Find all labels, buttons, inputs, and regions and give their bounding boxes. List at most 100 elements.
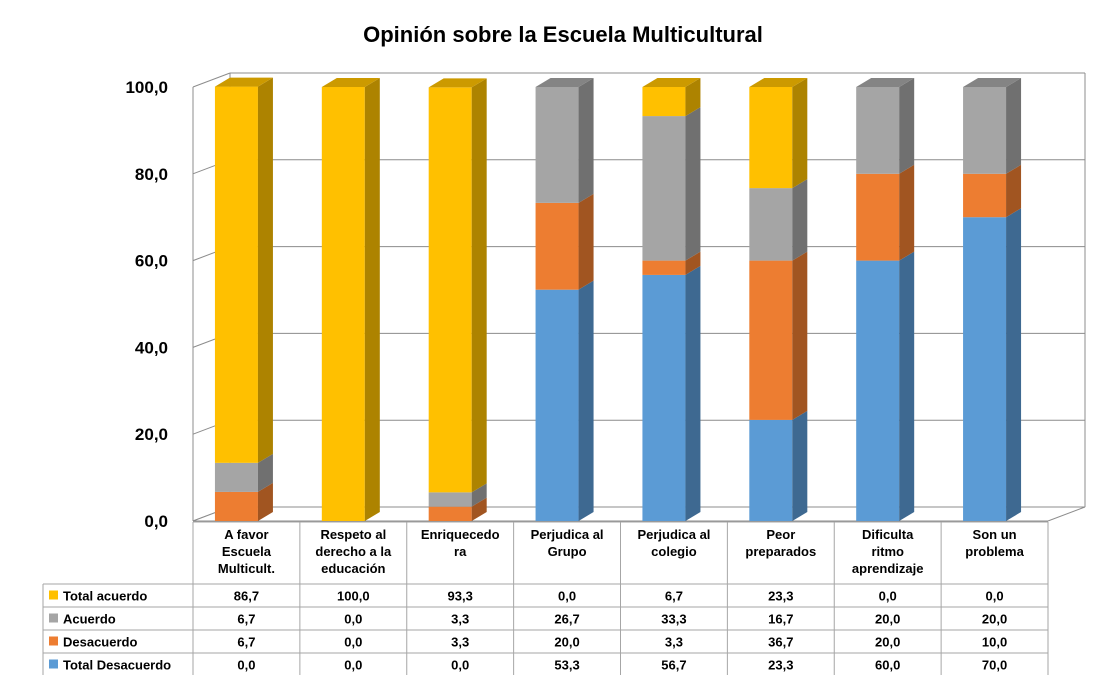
bar-segment-side — [685, 107, 701, 261]
y-tick-label: 60,0 — [135, 252, 168, 271]
bar-top — [535, 78, 594, 87]
table-cell: 56,7 — [661, 658, 686, 673]
y-tick-label: 100,0 — [125, 78, 168, 97]
category-label: Perjudica al — [531, 527, 604, 542]
legend-label: Acuerdo — [63, 612, 116, 627]
bar-segment-side — [364, 78, 380, 521]
bar-segment-side — [685, 78, 701, 117]
bar-top — [321, 78, 380, 87]
bar-segment — [749, 188, 793, 261]
table-cell: 0,0 — [344, 635, 362, 650]
bar-segment — [963, 217, 1007, 521]
bar-segment — [321, 87, 365, 521]
category-label: aprendizaje — [852, 561, 924, 576]
bar-top — [428, 78, 487, 88]
table-cell: 23,3 — [768, 589, 793, 604]
category-label: ra — [454, 544, 467, 559]
bar-segment — [856, 173, 900, 261]
legend-label: Desacuerdo — [63, 635, 137, 650]
bar-segment-side — [1006, 164, 1022, 218]
table-cell: 86,7 — [234, 589, 259, 604]
bar-segment-side — [578, 78, 594, 203]
category-label: Son un — [973, 527, 1017, 542]
category-label: derecho a la — [315, 544, 392, 559]
table-cell: 6,7 — [665, 589, 683, 604]
bar-segment — [642, 116, 686, 261]
table-cell: 3,3 — [665, 635, 683, 650]
table-cell: 10,0 — [982, 635, 1007, 650]
legend-key — [49, 590, 58, 600]
bar-segment-side — [792, 251, 808, 420]
category-label: preparados — [745, 544, 816, 559]
category-label: Perjudica al — [637, 527, 710, 542]
bar-segment-side — [899, 251, 915, 521]
bar-segment-side — [578, 280, 594, 521]
table-cell: 36,7 — [768, 635, 793, 650]
bar-segment-side — [899, 164, 915, 261]
category-label: ritmo — [871, 544, 904, 559]
legend-label: Total Desacuerdo — [63, 658, 171, 673]
bar-segment — [428, 492, 472, 507]
category-label: Multicult. — [218, 561, 275, 576]
bar-segment — [856, 260, 900, 521]
chart-title: Opinión sobre la Escuela Multicultural — [363, 22, 763, 47]
y-tick-label: 20,0 — [135, 425, 168, 444]
category-label: Dificulta — [862, 527, 914, 542]
legend-key — [49, 659, 58, 669]
table-cell: 60,0 — [875, 658, 900, 673]
table-cell: 0,0 — [879, 589, 897, 604]
bar-segment — [214, 491, 258, 521]
table-cell: 0,0 — [451, 658, 469, 673]
category-label: Respeto al — [320, 527, 386, 542]
table-cell: 6,7 — [237, 612, 255, 627]
bar-segment — [428, 87, 472, 493]
table-cell: 20,0 — [875, 635, 900, 650]
y-tick-label: 40,0 — [135, 338, 168, 357]
bar-segment — [642, 87, 686, 117]
bar-segment-side — [899, 78, 915, 174]
table-cell: 6,7 — [237, 635, 255, 650]
table-cell: 70,0 — [982, 658, 1007, 673]
bar-top — [214, 77, 273, 87]
bar-segment-side — [471, 497, 487, 521]
bar-segment-side — [685, 251, 701, 275]
legend-label: Total acuerdo — [63, 589, 147, 604]
legend-key — [49, 636, 58, 646]
table-cell: 93,3 — [448, 589, 473, 604]
category-label: colegio — [651, 544, 697, 559]
category-label: A favor — [224, 527, 268, 542]
gridline-diagonal — [192, 72, 231, 88]
bar-segment — [428, 506, 472, 521]
bar-segment-side — [257, 482, 273, 521]
category-label: Grupo — [548, 544, 587, 559]
table-cell: 0,0 — [237, 658, 255, 673]
table-cell: 16,7 — [768, 612, 793, 627]
bar-segment — [749, 419, 793, 521]
bar-top — [856, 78, 915, 87]
bar-segment-side — [792, 410, 808, 521]
bar-segment — [214, 462, 258, 492]
bar-segment — [214, 86, 258, 463]
table-cell: 20,0 — [982, 612, 1007, 627]
table-cell: 3,3 — [451, 635, 469, 650]
table-cell: 0,0 — [558, 589, 576, 604]
table-cell: 20,0 — [875, 612, 900, 627]
bar-segment-side — [1006, 208, 1022, 521]
bar-segment-side — [257, 77, 273, 463]
category-label: Enriquecedo — [421, 527, 500, 542]
table-cell: 26,7 — [554, 612, 579, 627]
bar-segment — [535, 87, 579, 203]
table-cell: 20,0 — [554, 635, 579, 650]
bar-segment-side — [471, 483, 487, 507]
table-cell: 53,3 — [554, 658, 579, 673]
table-cell: 33,3 — [661, 612, 686, 627]
bar-segment — [749, 87, 793, 189]
bar-segment-side — [792, 78, 808, 189]
bar-segment — [856, 87, 900, 174]
bar-segment-side — [471, 78, 487, 493]
bar-segment-side — [257, 453, 273, 492]
bar-top — [963, 78, 1022, 87]
bar-segment-side — [1006, 78, 1022, 174]
